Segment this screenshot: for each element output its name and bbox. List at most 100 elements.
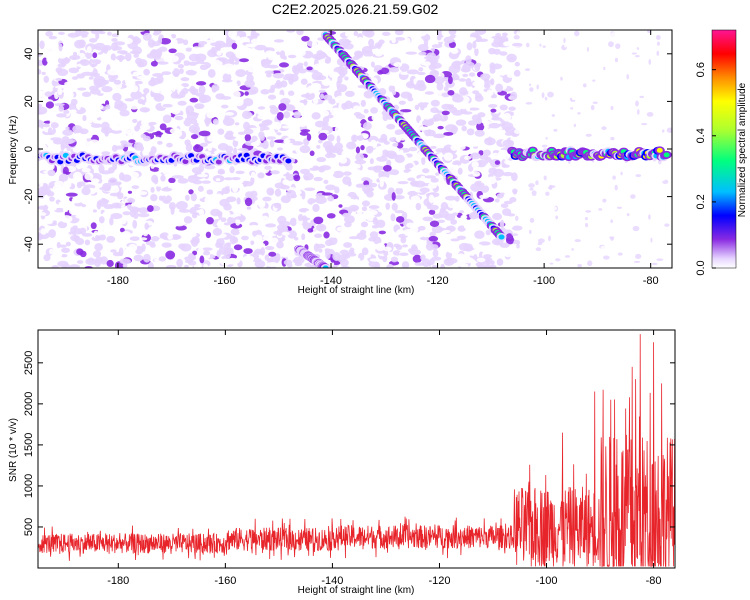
spectrogram-noise-blob xyxy=(325,184,337,191)
spectrogram-noise-blob xyxy=(653,139,657,146)
spectrogram-noise-blob xyxy=(120,230,132,240)
spectrogram-noise-blob xyxy=(96,200,102,210)
spectrogram-noise-blob xyxy=(475,30,487,36)
spectrogram-noise-blob xyxy=(60,215,73,223)
spectrogram-noise-blob xyxy=(264,165,272,170)
spectrogram-noise-blob xyxy=(602,198,607,203)
spectrogram-noise-blob xyxy=(320,110,330,117)
spectrogram-noise-blob xyxy=(376,149,383,157)
spectrogram-noise-blob xyxy=(336,226,347,232)
spectrogram-noise-blob xyxy=(76,102,81,111)
spectrogram-noise-blob xyxy=(299,145,311,154)
spectrogram-noise-blob xyxy=(499,104,508,111)
spectrogram-noise-blob xyxy=(251,135,258,142)
spectrogram-noise-blob xyxy=(134,80,143,85)
spectrogram-noise-blob xyxy=(296,30,304,36)
spectrogram-noise-blob xyxy=(159,123,167,131)
x-tick-label: -100 xyxy=(533,275,555,287)
spectrogram-noise-blob xyxy=(245,232,254,238)
spectrogram-noise-blob xyxy=(429,145,437,149)
spectrogram-noise-blob xyxy=(170,106,181,115)
spectrogram-noise-blob xyxy=(443,152,454,161)
spectrogram-noise-blob xyxy=(70,109,77,114)
spectrogram-noise-blob xyxy=(393,62,403,68)
spectrogram-noise-blob xyxy=(585,210,592,213)
spectrogram-noise-blob xyxy=(384,47,393,54)
spectrogram-noise-blob xyxy=(326,66,335,71)
spectrogram-noise-blob xyxy=(151,131,164,136)
spectrogram-noise-blob xyxy=(315,223,327,232)
spectrogram-noise-blob xyxy=(86,46,92,54)
spectrogram-noise-blob xyxy=(543,148,548,152)
spectrogram-y-ticks: -40 -20 0 20 40 xyxy=(23,48,672,252)
spectrogram-noise-blob xyxy=(323,179,329,184)
spectrogram-noise-blob xyxy=(125,52,132,62)
spectrogram-noise-blob xyxy=(260,89,270,95)
spectrogram-noise-blob xyxy=(483,149,491,157)
spectrogram-noise-blob xyxy=(105,104,111,110)
spectrogram-noise-blob xyxy=(400,236,407,244)
spectrogram-noise-blob xyxy=(97,104,104,110)
spectrogram-noise-blob xyxy=(551,206,558,211)
spectrogram-noise-blob xyxy=(328,98,336,105)
spectrogram-feature-core xyxy=(656,147,663,153)
spectrogram-noise-blob xyxy=(445,251,453,260)
spectrogram-noise-blob xyxy=(545,184,550,188)
spectrogram-noise-blob xyxy=(549,262,554,265)
spectrogram-noise-blob xyxy=(147,205,154,212)
spectrogram-noise-blob xyxy=(92,209,97,213)
spectrogram-noise-blob xyxy=(234,216,246,220)
spectrogram-noise-blob xyxy=(448,142,461,146)
spectrogram-noise-blob xyxy=(38,159,44,168)
spectrogram-noise-blob xyxy=(512,243,518,249)
spectrogram-noise-blob xyxy=(173,73,179,78)
spectrogram-noise-blob xyxy=(569,184,574,188)
spectrogram-noise-blob xyxy=(301,35,310,42)
spectrogram-noise-blob xyxy=(246,65,257,73)
spectrogram-noise-blob xyxy=(224,112,235,116)
spectrogram-noise-blob xyxy=(526,42,530,48)
spectrogram-noise-blob xyxy=(65,233,71,241)
spectrogram-noise-blob xyxy=(165,250,176,260)
spectrogram-noise-blob xyxy=(65,241,71,247)
spectrogram-noise-blob xyxy=(156,74,164,84)
snr-x-ticks: -180 -160 -140 -120 -100 -80 xyxy=(107,330,662,587)
spectrogram-noise-blob xyxy=(304,187,316,192)
spectrogram-noise-blob xyxy=(202,250,211,256)
spectrogram-noise-blob xyxy=(263,126,270,131)
spectrogram-noise-blob xyxy=(312,203,320,213)
spectrogram-noise-blob xyxy=(94,243,103,252)
spectrogram-noise-blob xyxy=(298,121,307,128)
spectrogram-noise-blob xyxy=(385,202,391,210)
spectrogram-noise-blob xyxy=(171,83,176,92)
spectrogram-noise-blob xyxy=(377,137,388,143)
spectrogram-noise-blob xyxy=(440,263,445,268)
spectrogram-noise-blob xyxy=(394,129,405,136)
spectrogram-noise-blob xyxy=(570,107,574,110)
spectrogram-noise-blob xyxy=(352,121,362,128)
spectrogram-noise-blob xyxy=(72,125,83,134)
spectrogram-noise-blob xyxy=(157,36,163,45)
spectrogram-noise-blob xyxy=(395,216,405,223)
spectrogram-noise-blob xyxy=(291,43,300,50)
spectrogram-noise-blob xyxy=(326,213,336,219)
spectrogram-noise-blob xyxy=(277,227,283,237)
spectrogram-noise-blob xyxy=(274,188,282,197)
spectrogram-noise-blob xyxy=(635,174,642,178)
spectrogram-noise-blob xyxy=(338,204,343,208)
spectrogram-noise-blob xyxy=(313,243,320,252)
spectrogram-noise-blob xyxy=(230,228,241,236)
spectrogram-noise-blob xyxy=(222,85,227,89)
spectrogram-noise-blob xyxy=(610,219,614,223)
spectrogram-noise-blob xyxy=(614,184,618,191)
spectrogram-noise-blob xyxy=(322,122,329,127)
spectrogram-noise-blob xyxy=(161,187,173,192)
spectrogram-noise-blob xyxy=(344,112,350,122)
spectrogram-noise-blob xyxy=(213,30,221,34)
spectrogram-noise-blob xyxy=(293,236,299,241)
spectrogram-noise-blob xyxy=(38,205,49,210)
spectrogram-noise-blob xyxy=(167,233,173,240)
spectrogram-noise-blob xyxy=(234,122,240,126)
spectrogram-noise-blob xyxy=(82,134,93,139)
spectrogram-noise-blob xyxy=(587,260,593,267)
